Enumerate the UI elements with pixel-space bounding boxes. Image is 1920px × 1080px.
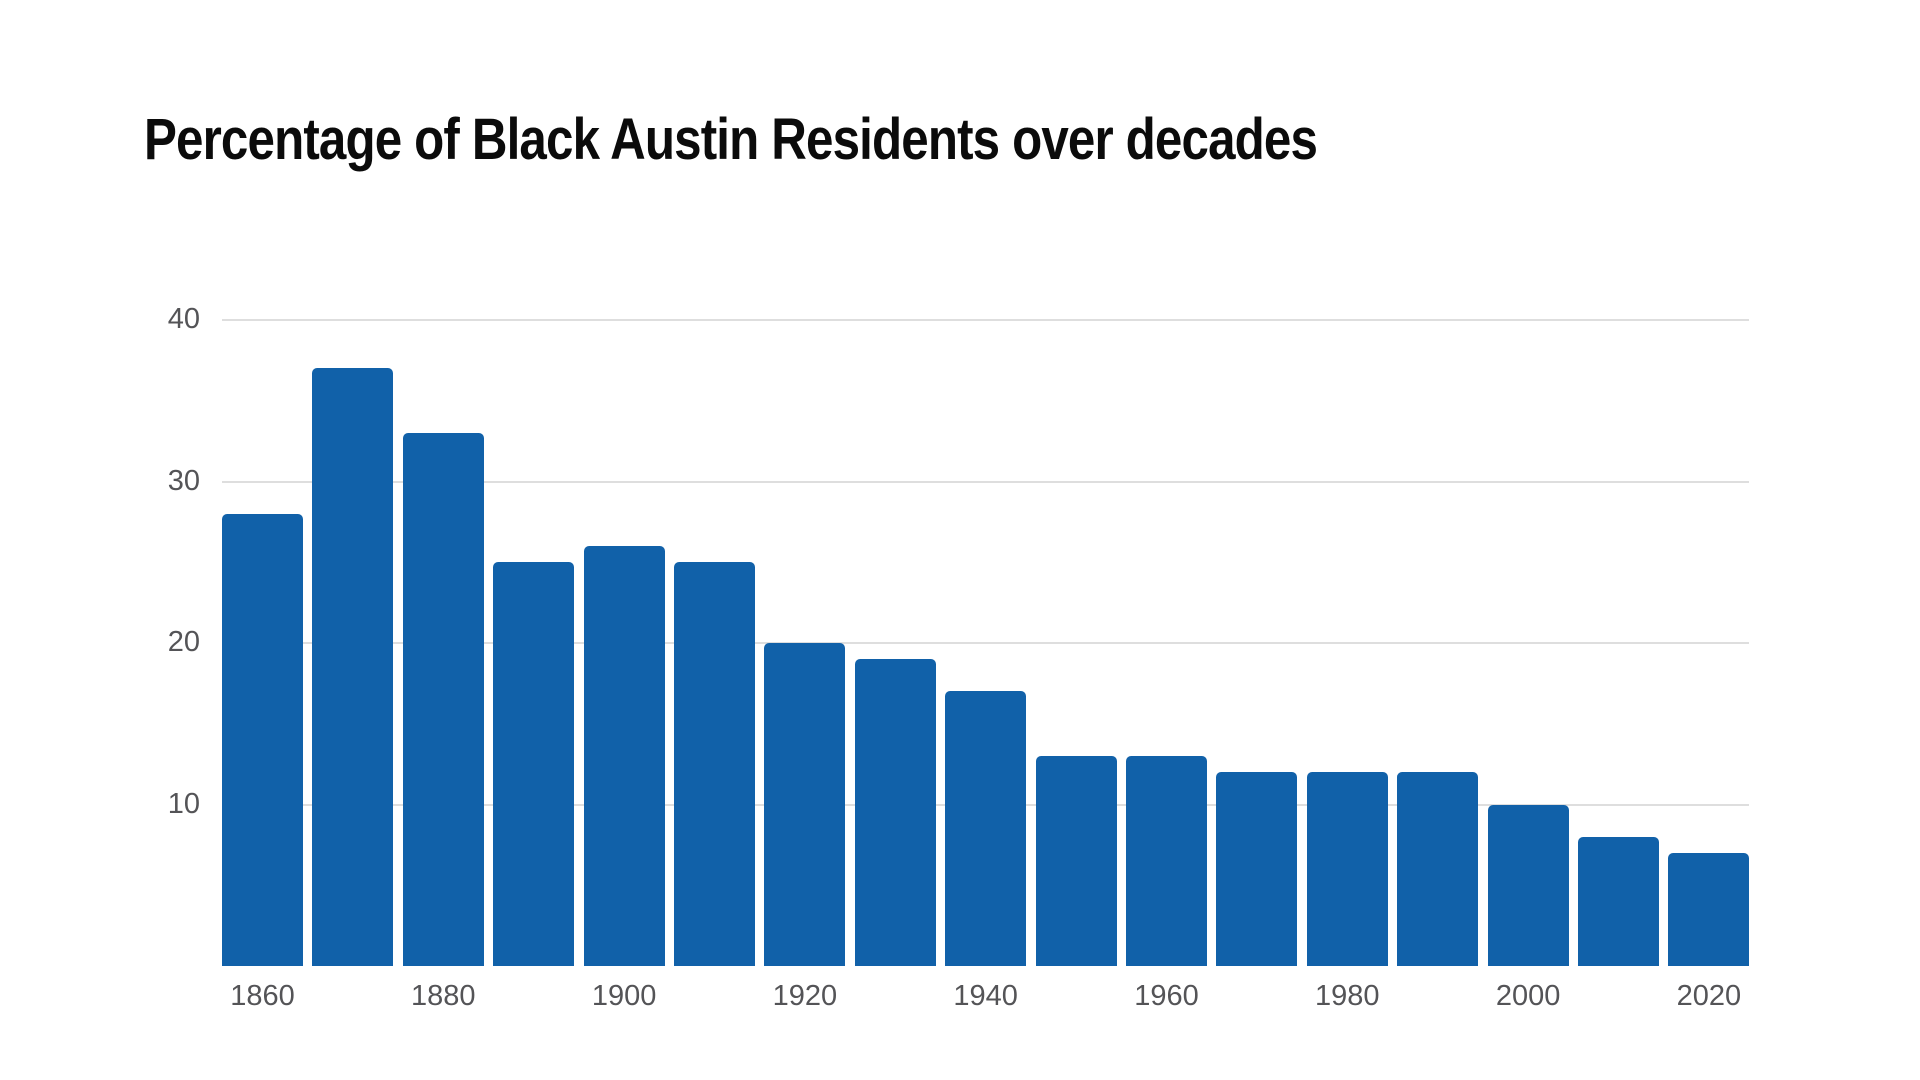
bar-1930 bbox=[854, 659, 936, 966]
gridline-y-40 bbox=[222, 319, 1749, 321]
bar-1890 bbox=[493, 562, 575, 966]
bar-1900 bbox=[583, 546, 665, 966]
x-axis-tick-1940: 1940 bbox=[953, 980, 1018, 1012]
x-axis-tick-1860: 1860 bbox=[230, 980, 295, 1012]
x-axis-tick-1960: 1960 bbox=[1134, 980, 1199, 1012]
bar-1950 bbox=[1035, 756, 1117, 966]
y-axis-tick-20: 20 bbox=[167, 626, 200, 658]
y-axis-tick-10: 10 bbox=[167, 787, 200, 820]
bar-1880 bbox=[402, 433, 484, 966]
x-axis-tick-1900: 1900 bbox=[591, 980, 657, 1012]
x-axis-tick-2020: 2020 bbox=[1676, 980, 1742, 1012]
bar-1870 bbox=[312, 368, 394, 966]
chart-title: Percentage of Black Austin Residents ove… bbox=[144, 107, 1318, 172]
bar-1960 bbox=[1126, 756, 1207, 966]
y-axis-tick-40: 40 bbox=[167, 303, 200, 335]
x-axis-tick-1880: 1880 bbox=[411, 980, 476, 1012]
x-axis-tick-1980: 1980 bbox=[1315, 980, 1380, 1012]
bar-1940 bbox=[945, 691, 1027, 966]
bar-1910 bbox=[674, 562, 755, 966]
x-axis-tick-2000: 2000 bbox=[1495, 980, 1561, 1012]
x-axis-tick-1920: 1920 bbox=[772, 980, 838, 1012]
bar-1860 bbox=[222, 513, 303, 966]
bar-1920 bbox=[764, 643, 846, 966]
gridline-y-30 bbox=[222, 480, 1749, 483]
bar-1990 bbox=[1397, 772, 1479, 966]
bar-2010 bbox=[1578, 836, 1659, 966]
bar-2000 bbox=[1487, 804, 1569, 966]
bar-2020 bbox=[1668, 852, 1750, 966]
bar-1980 bbox=[1306, 772, 1388, 966]
gridline-y-20 bbox=[222, 642, 1749, 644]
bar-1970 bbox=[1216, 772, 1298, 966]
y-axis-tick-30: 30 bbox=[167, 464, 200, 497]
